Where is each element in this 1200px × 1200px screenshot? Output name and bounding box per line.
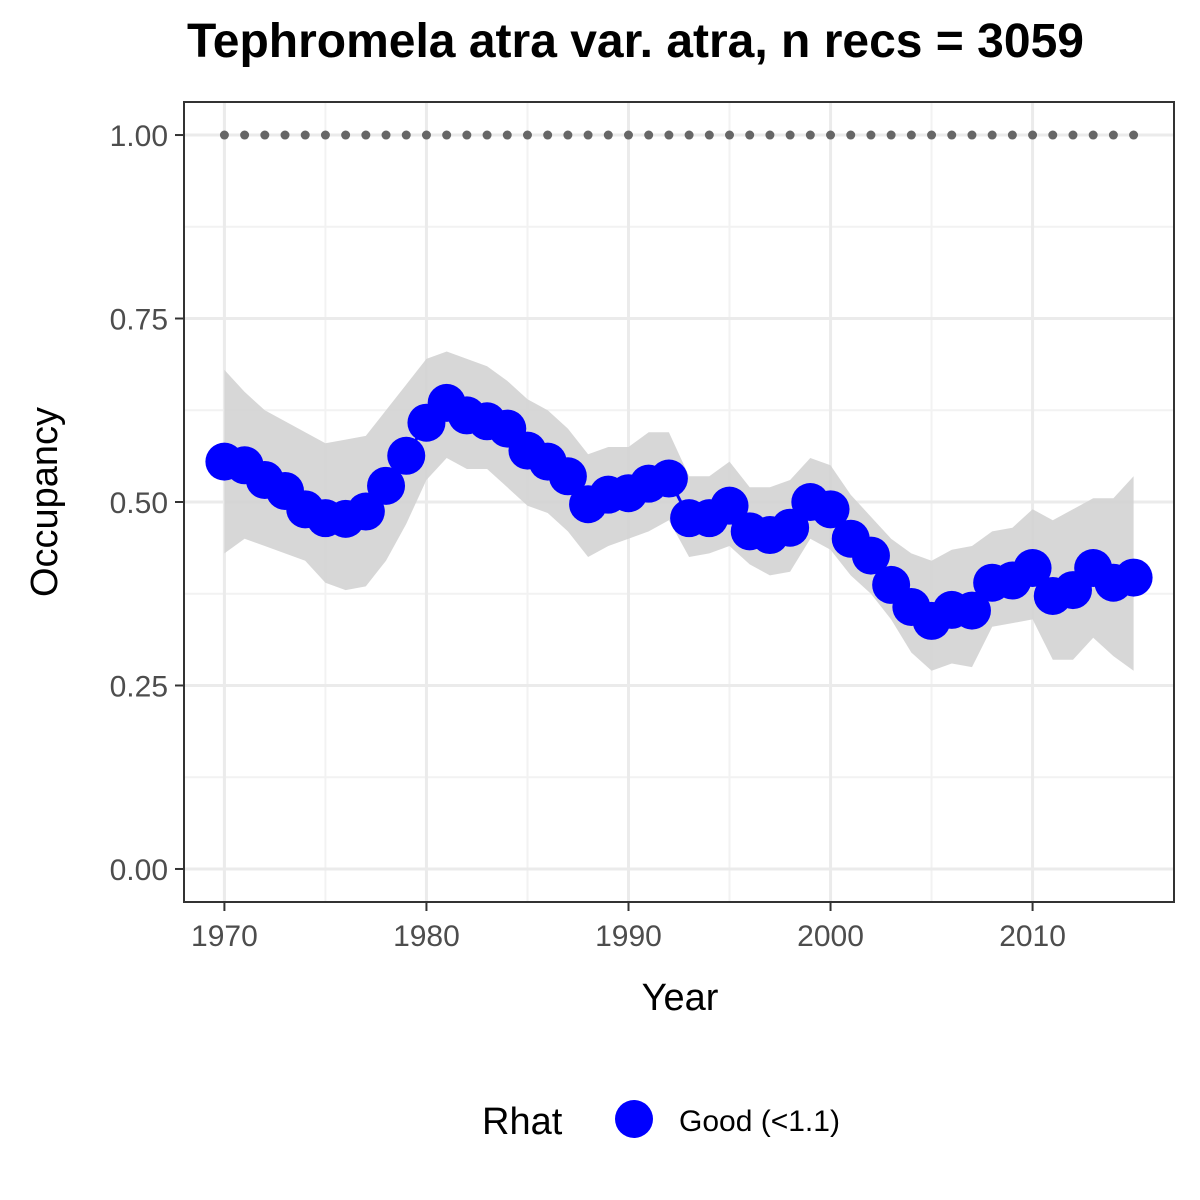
legend-label-good: Good (<1.1): [679, 1105, 840, 1138]
reference-dot: [543, 130, 553, 140]
y-tick-label: 0.00: [110, 854, 168, 887]
reference-dot: [846, 130, 856, 140]
reference-dot: [623, 130, 633, 140]
reference-dot: [219, 130, 229, 140]
reference-dot: [421, 130, 431, 140]
reference-dot: [906, 130, 916, 140]
reference-dot: [260, 130, 270, 140]
occupancy-point: [548, 457, 587, 496]
y-tick-label: 1.00: [110, 120, 168, 153]
reference-dot: [341, 130, 351, 140]
x-axis-ticks: 1970 1980 1990 2000 2010: [191, 902, 1066, 953]
occupancy-points: [205, 383, 1153, 640]
reference-dot: [522, 130, 532, 140]
reference-dot: [1007, 130, 1017, 140]
chart-title: Tephromela atra var. atra, n recs = 3059: [187, 15, 1084, 68]
reference-dot: [502, 130, 512, 140]
x-tick-label: 2010: [999, 920, 1066, 953]
reference-dot: [320, 130, 330, 140]
reference-dot: [785, 130, 795, 140]
occupancy-point: [1114, 558, 1153, 597]
occupancy-point: [851, 536, 890, 575]
reference-dot: [482, 130, 492, 140]
reference-dot: [866, 130, 876, 140]
reference-dot: [644, 130, 654, 140]
occupancy-point: [649, 459, 688, 498]
reference-dot: [967, 130, 977, 140]
reference-dot: [947, 130, 957, 140]
occupancy-point: [952, 591, 991, 630]
x-tick-label: 1980: [393, 920, 460, 953]
reference-dot: [927, 130, 937, 140]
x-tick-label: 2000: [797, 920, 864, 953]
reference-dot: [462, 130, 472, 140]
occupancy-point: [367, 466, 406, 505]
y-tick-label: 0.25: [110, 670, 168, 703]
reference-dot: [1108, 130, 1118, 140]
legend: Rhat Good (<1.1): [482, 1100, 840, 1143]
y-axis-title: Occupancy: [24, 407, 66, 597]
y-tick-label: 0.75: [110, 304, 168, 337]
reference-dot: [684, 130, 694, 140]
reference-dot: [745, 130, 755, 140]
occupancy-point: [811, 490, 850, 529]
reference-dot: [1129, 130, 1139, 140]
reference-dot: [563, 130, 573, 140]
occupancy-point: [771, 508, 810, 547]
y-tick-label: 0.50: [110, 487, 168, 520]
reference-dot: [442, 130, 452, 140]
reference-dot: [1068, 130, 1078, 140]
reference-dot: [704, 130, 714, 140]
reference-dot: [1088, 130, 1098, 140]
reference-dot: [361, 130, 371, 140]
reference-dot: [381, 130, 391, 140]
legend-key-good: [615, 1100, 653, 1138]
occupancy-point: [710, 486, 749, 525]
occupancy-point: [346, 492, 385, 531]
reference-dot: [603, 130, 613, 140]
y-axis-ticks: 0.00 0.25 0.50 0.75 1.00: [110, 120, 184, 887]
reference-dot: [805, 130, 815, 140]
reference-dot: [725, 130, 735, 140]
occupancy-point: [387, 436, 426, 475]
legend-title: Rhat: [482, 1101, 563, 1143]
occupancy-point: [1013, 549, 1052, 588]
reference-dot: [886, 130, 896, 140]
reference-dots: [219, 130, 1139, 140]
reference-dot: [280, 130, 290, 140]
reference-dot: [583, 130, 593, 140]
reference-dot: [664, 130, 674, 140]
reference-dot: [765, 130, 775, 140]
reference-dot: [300, 130, 310, 140]
reference-dot: [401, 130, 411, 140]
reference-dot: [826, 130, 836, 140]
reference-dot: [1048, 130, 1058, 140]
x-tick-label: 1990: [595, 920, 662, 953]
x-axis-title: Year: [642, 977, 719, 1019]
reference-dot: [240, 130, 250, 140]
x-tick-label: 1970: [191, 920, 258, 953]
reference-dot: [1028, 130, 1038, 140]
reference-dot: [987, 130, 997, 140]
